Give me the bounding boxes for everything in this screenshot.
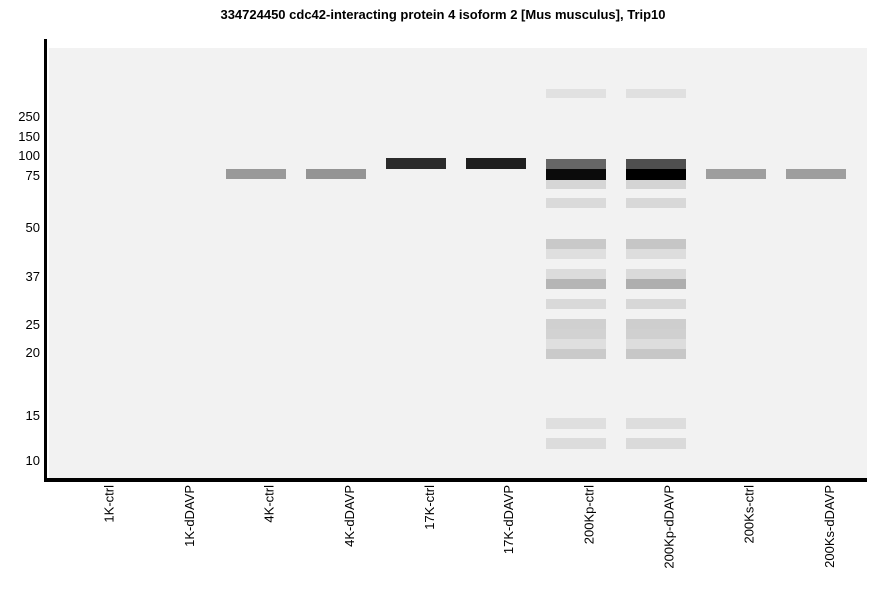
band (546, 169, 606, 180)
lane-label: 4K-ctrl (261, 485, 277, 523)
band (626, 279, 686, 289)
band (466, 158, 526, 169)
mw-tick-label: 15 (25, 408, 40, 423)
mw-tick-label: 10 (25, 453, 40, 468)
lane-label: 200Kp-dDAVP (661, 485, 677, 569)
band (626, 89, 686, 98)
band (546, 279, 606, 289)
band (626, 418, 686, 429)
mw-tick-label: 25 (25, 317, 40, 332)
band (626, 249, 686, 259)
band (626, 299, 686, 309)
band (546, 159, 606, 169)
page-title: 334724450 cdc42-interacting protein 4 is… (220, 7, 666, 22)
band (626, 180, 686, 189)
lane-label: 17K-ctrl (421, 485, 437, 530)
band (626, 319, 686, 329)
band (626, 329, 686, 339)
mw-tick-label: 150 (18, 129, 40, 144)
band (386, 158, 446, 169)
band (546, 198, 606, 208)
lane-label: 1K-dDAVP (181, 485, 197, 547)
mw-tick-label: 250 (18, 109, 40, 124)
band (546, 180, 606, 189)
y-axis-line (44, 39, 47, 482)
band (546, 249, 606, 259)
band (546, 329, 606, 339)
mw-tick-label: 100 (18, 148, 40, 163)
band (626, 339, 686, 349)
mw-tick-label: 20 (25, 345, 40, 360)
band (546, 269, 606, 279)
band (546, 239, 606, 249)
band (546, 299, 606, 309)
band (626, 159, 686, 169)
lane-label: 200Ks-dDAVP (821, 485, 837, 568)
band (546, 349, 606, 359)
band (306, 169, 366, 179)
lane-label: 1K-ctrl (101, 485, 117, 523)
band (786, 169, 846, 179)
band (226, 169, 286, 179)
mw-tick-label: 75 (25, 168, 40, 183)
x-axis-line (44, 478, 867, 482)
lane-label: 200Kp-ctrl (581, 485, 597, 545)
plot-area (49, 48, 867, 478)
band (546, 339, 606, 349)
band (626, 438, 686, 449)
lane-label: 4K-dDAVP (341, 485, 357, 547)
band (546, 418, 606, 429)
band (626, 349, 686, 359)
band (546, 89, 606, 98)
band (546, 319, 606, 329)
band (626, 198, 686, 208)
band (706, 169, 766, 179)
band (626, 239, 686, 249)
band (626, 169, 686, 180)
lane-label: 17K-dDAVP (501, 485, 517, 555)
mw-tick-label: 37 (25, 269, 40, 284)
band (546, 438, 606, 449)
mw-tick-label: 50 (25, 220, 40, 235)
lane-label: 200Ks-ctrl (741, 485, 757, 544)
band (626, 269, 686, 279)
